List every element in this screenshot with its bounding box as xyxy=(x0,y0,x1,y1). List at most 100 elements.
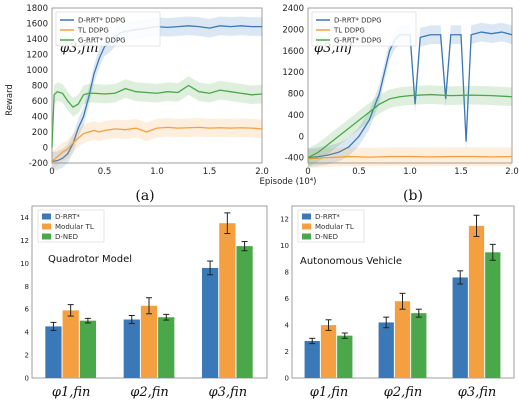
legend-swatch xyxy=(42,233,51,240)
y-tick-label: 1600 xyxy=(282,47,304,57)
y-tick-label: 1000 xyxy=(26,66,48,76)
legend-label: G-RRT* DDPG xyxy=(78,37,126,45)
legend-label: D-NED xyxy=(315,233,338,241)
chart-b: φ3,inf (b) Episode (10⁴) 0 0.5 1.0 1.5 2.0-4… xyxy=(260,4,519,204)
bar xyxy=(62,310,79,378)
x-tick-label: 2.0 xyxy=(255,167,269,177)
y-tick-label: 4 xyxy=(285,322,290,330)
y-tick-label: 14 xyxy=(20,214,29,222)
series-line xyxy=(51,126,263,162)
bar xyxy=(79,320,97,378)
chart-c-model-label: Quadrotor Model xyxy=(48,254,132,265)
bar xyxy=(320,325,337,378)
chart-b-xlabel: Episode (10⁴) xyxy=(260,177,317,187)
chart-a: Reward φ3,fin (a) 0 0.5 1.0 1.5 2.0-20002004… xyxy=(5,4,269,204)
y-tick-label: 1400 xyxy=(26,35,48,45)
bar xyxy=(411,313,427,378)
bar xyxy=(45,326,62,378)
y-tick-label: 12 xyxy=(20,237,29,245)
series-band xyxy=(308,22,512,167)
y-tick-label: 6 xyxy=(285,295,290,303)
legend-swatch xyxy=(302,233,311,240)
chart-b-frame xyxy=(307,7,513,164)
series-band xyxy=(52,118,262,171)
y-tick-label: 12 xyxy=(280,216,289,224)
y-tick-label: -400 xyxy=(285,154,304,164)
series-band xyxy=(308,147,512,169)
bar xyxy=(236,246,253,378)
x-tick-label: 1.0 xyxy=(403,167,417,177)
y-tick-label: 1600 xyxy=(26,20,48,30)
y-tick-label: 800 xyxy=(32,82,48,92)
category-label: φ3,fin xyxy=(209,385,248,400)
legend-label: D-RRT* DDPG xyxy=(78,17,126,25)
legend-label: G-RRT* DDPG xyxy=(334,37,382,45)
y-tick-label: 0 xyxy=(43,144,48,154)
x-tick-label: 1.5 xyxy=(454,167,468,177)
y-tick-label: 4 xyxy=(25,329,30,337)
chart-a-frame xyxy=(51,7,263,164)
y-tick-label: 1200 xyxy=(26,51,48,61)
legend-swatch xyxy=(302,213,311,220)
x-tick-label: 0 xyxy=(305,167,310,177)
y-tick-label: 600 xyxy=(32,97,48,107)
y-tick-label: -200 xyxy=(29,159,48,169)
x-tick-label: 1.5 xyxy=(203,167,217,177)
y-tick-label: 1200 xyxy=(282,68,304,78)
category-label: φ2,fin xyxy=(130,385,169,400)
series-line xyxy=(307,93,513,159)
bar xyxy=(378,322,394,378)
x-tick-label: 0 xyxy=(49,167,54,177)
x-tick-label: 1.0 xyxy=(150,167,164,177)
y-tick-label: 2000 xyxy=(282,25,304,35)
legend-swatch xyxy=(302,223,311,230)
y-tick-label: 8 xyxy=(285,269,289,277)
category-label: φ2,fin xyxy=(384,385,423,400)
bar xyxy=(219,223,236,378)
y-tick-label: 400 xyxy=(288,111,304,121)
series-line xyxy=(307,31,513,159)
bar xyxy=(201,267,219,378)
chart-d: Autonomous Vehicle 0 2 4 6 8 10 12 φ1,fin φ2,fin… xyxy=(280,205,515,400)
legend-label: Modular TL xyxy=(55,223,94,231)
legend-label: D-NED xyxy=(55,233,78,241)
y-tick-label: 0 xyxy=(25,375,29,383)
bar xyxy=(468,225,485,378)
bar xyxy=(394,301,411,378)
category-label: φ1,fin xyxy=(52,385,91,400)
bar xyxy=(140,305,158,378)
y-tick-label: 2 xyxy=(285,348,289,356)
bar xyxy=(158,317,175,378)
y-tick-label: 200 xyxy=(32,128,48,138)
y-tick-label: 10 xyxy=(280,242,289,250)
category-label: φ1,fin xyxy=(310,385,349,400)
y-tick-label: 8 xyxy=(25,283,29,291)
y-tick-label: 1800 xyxy=(26,4,48,14)
legend-label: TL DDPG xyxy=(333,27,365,35)
bar xyxy=(485,252,501,378)
x-tick-label: 0.5 xyxy=(352,167,366,177)
legend-swatch xyxy=(42,213,51,220)
chart-a-panel-label: (a) xyxy=(135,188,154,204)
y-tick-label: 2 xyxy=(25,352,29,360)
y-tick-label: 800 xyxy=(288,90,304,100)
bar xyxy=(452,277,468,378)
y-tick-label: 6 xyxy=(25,306,30,314)
legend-label: D-RRT* xyxy=(55,213,80,221)
legend-label: TL DDPG xyxy=(77,27,109,35)
chart-b-panel-label: (b) xyxy=(403,188,423,204)
legend-label: D-RRT* xyxy=(315,213,340,221)
chart-d-model-label: Autonomous Vehicle xyxy=(300,256,402,267)
bar xyxy=(304,340,320,378)
y-tick-label: 400 xyxy=(32,113,48,123)
category-label: φ3,fin xyxy=(458,385,497,400)
series-band xyxy=(52,76,262,157)
series-band xyxy=(52,16,262,171)
x-tick-label: 2.0 xyxy=(505,167,519,177)
y-tick-label: 10 xyxy=(20,260,29,268)
y-tick-label: 2400 xyxy=(282,4,304,14)
series-line xyxy=(51,84,263,148)
series-line xyxy=(307,155,513,160)
series-band xyxy=(308,85,512,167)
